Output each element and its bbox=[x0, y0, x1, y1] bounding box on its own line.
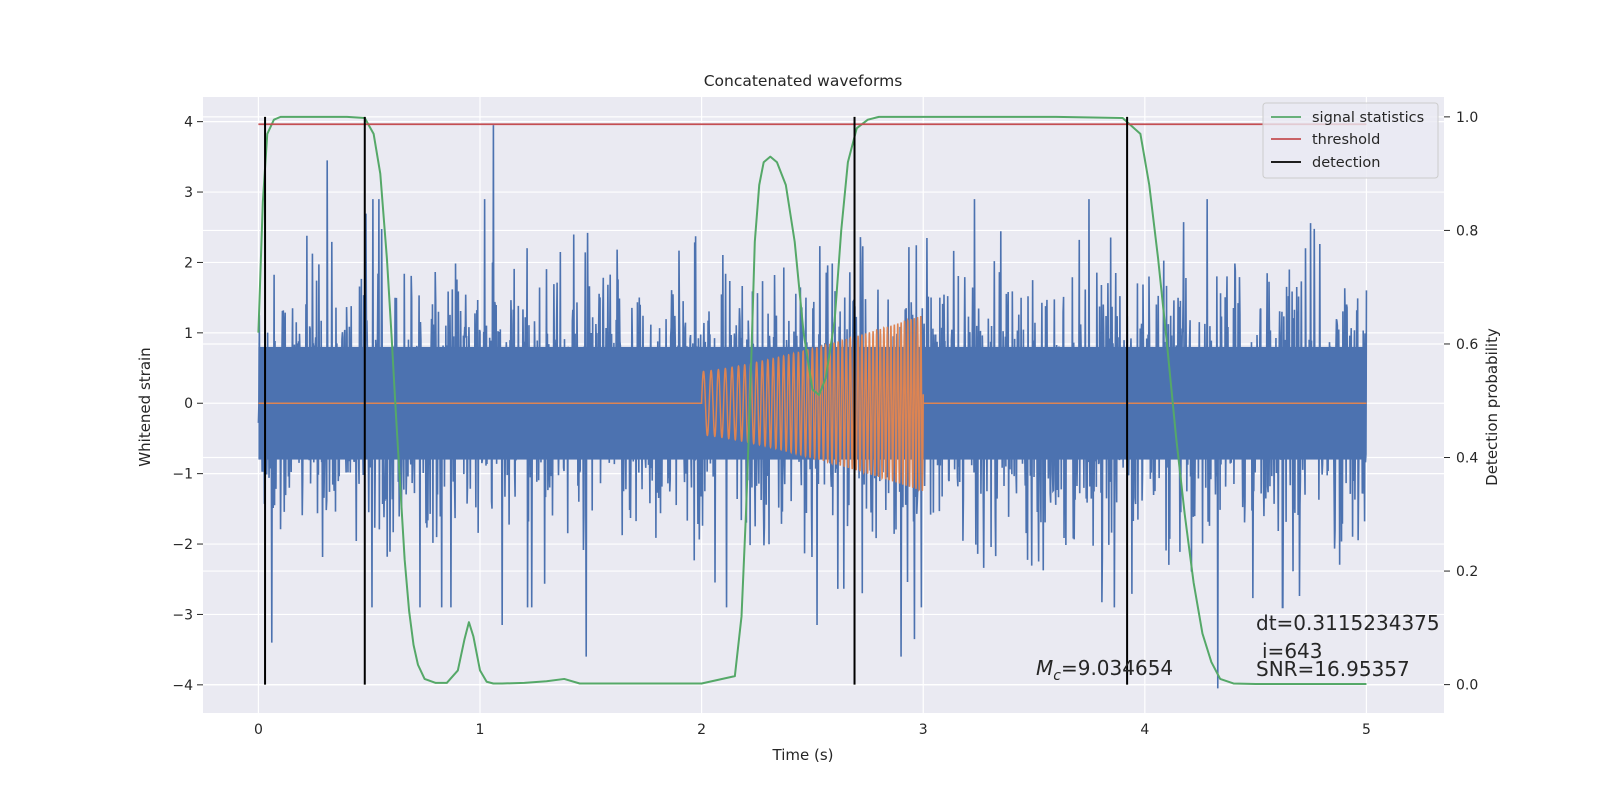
annotation-snr: SNR=16.95357 bbox=[1256, 657, 1410, 681]
y2-tick-label: 0.0 bbox=[1456, 678, 1478, 694]
legend-label-threshold: threshold bbox=[1312, 132, 1380, 148]
legend: signal statistics threshold detection bbox=[1262, 102, 1439, 179]
y-tick-label: −4 bbox=[172, 678, 193, 694]
x-tick-label: 4 bbox=[1140, 722, 1149, 738]
data-layer bbox=[257, 115, 1368, 689]
y-tick-label: −2 bbox=[172, 537, 193, 553]
signal-statistics-line bbox=[257, 115, 1367, 686]
tick-layer: 0 1 2 3 4 5 −4 −3 −2 −1 0 1 2 3 4 0.0 0.2 0.4 0.6 0.8 1.0 bbox=[172, 110, 1478, 738]
legend-label-signal-statistics: signal statistics bbox=[1312, 110, 1424, 126]
x-axis-label: Time (s) bbox=[772, 746, 834, 764]
x-tick-label: 2 bbox=[697, 722, 706, 738]
y2-tick-label: 0.6 bbox=[1456, 337, 1478, 353]
y-tick-label: 4 bbox=[184, 115, 193, 131]
x-tick-label: 0 bbox=[254, 722, 263, 738]
y-tick-label: 3 bbox=[184, 185, 193, 201]
legend-label-detection: detection bbox=[1312, 155, 1380, 171]
chirp-template-line bbox=[258, 315, 1367, 492]
legend-frame bbox=[1262, 102, 1439, 179]
y-tick-label: 0 bbox=[184, 396, 193, 412]
y2-axis-label: Detection probability bbox=[1483, 328, 1501, 486]
annotation-dt: dt=0.3115234375 bbox=[1256, 611, 1440, 635]
y2-tick-label: 0.8 bbox=[1456, 223, 1478, 239]
y2-tick-label: 0.4 bbox=[1456, 451, 1478, 467]
chart-title: Concatenated waveforms bbox=[704, 72, 903, 90]
x-tick-label: 5 bbox=[1362, 722, 1371, 738]
x-tick-label: 3 bbox=[919, 722, 928, 738]
annotation-chirp-mass: Mc=9.034654 bbox=[1036, 656, 1173, 684]
y2-tick-label: 0.2 bbox=[1456, 564, 1478, 580]
y-tick-label: −1 bbox=[172, 467, 193, 483]
y-axis-label: Whitened strain bbox=[136, 347, 154, 466]
y2-tick-label: 1.0 bbox=[1456, 110, 1478, 126]
x-tick-label: 1 bbox=[476, 722, 485, 738]
y-tick-label: −3 bbox=[172, 607, 193, 623]
y-tick-label: 2 bbox=[184, 255, 193, 271]
annotations: Mc=9.034654 dt=0.3115234375 i=643 SNR=16… bbox=[1036, 611, 1440, 684]
annotation-index: i=643 bbox=[1262, 639, 1323, 663]
y-tick-label: 1 bbox=[184, 326, 193, 342]
